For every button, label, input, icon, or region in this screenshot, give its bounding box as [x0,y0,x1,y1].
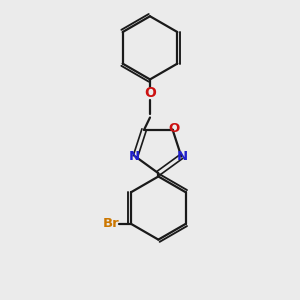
Text: N: N [177,150,188,163]
Text: Br: Br [103,217,120,230]
Text: O: O [144,86,156,100]
Text: O: O [169,122,180,135]
Text: N: N [128,150,140,163]
